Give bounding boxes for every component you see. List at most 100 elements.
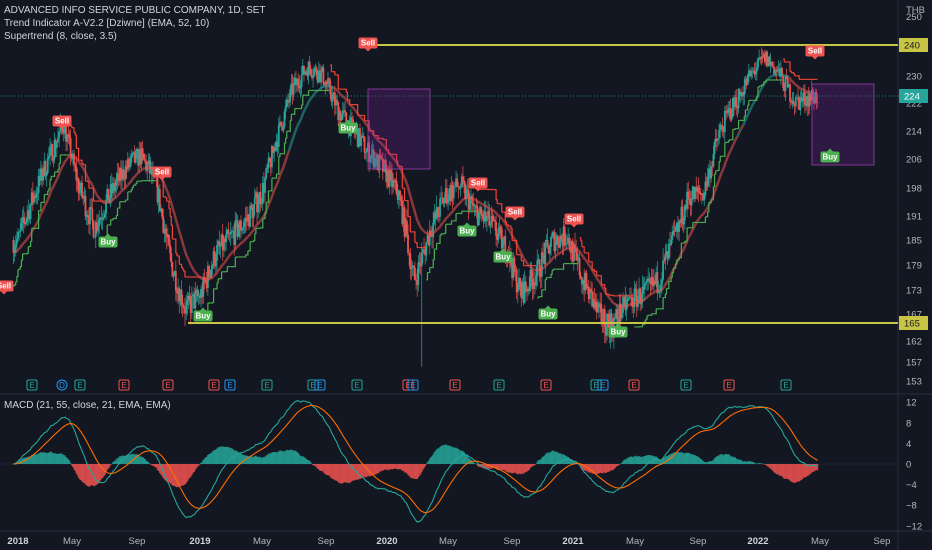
- trend-line-segment: [787, 76, 792, 80]
- candle-body: [479, 206, 481, 213]
- sell-signal-badge[interactable]: Sell: [805, 45, 825, 60]
- trend-line-segment: [209, 277, 212, 280]
- sell-signal-badge[interactable]: Sell: [358, 37, 378, 52]
- macd-histogram-bar: [772, 464, 774, 471]
- support-price-label[interactable]: 165: [904, 319, 920, 330]
- resistance-price-label[interactable]: 240: [904, 41, 920, 52]
- candle-body: [184, 308, 186, 314]
- macd-legend[interactable]: MACD (21, 55, close, 21, EMA, EMA): [4, 400, 171, 411]
- sell-signal-badge[interactable]: Sell: [152, 166, 172, 181]
- supertrend-segment: [59, 154, 61, 164]
- candle-body: [309, 68, 312, 76]
- buy-signal-badge[interactable]: Buy: [608, 323, 628, 338]
- earnings-event-marker[interactable]: E: [261, 379, 273, 391]
- candle-body: [669, 243, 671, 246]
- candle-body: [514, 269, 517, 272]
- earnings-event-marker[interactable]: D: [56, 379, 68, 391]
- macd-histogram-bar: [93, 464, 96, 487]
- macd-histogram-bar: [512, 464, 515, 473]
- macd-histogram-bar: [144, 459, 146, 464]
- earnings-event-marker[interactable]: E: [628, 379, 640, 391]
- macd-histogram-bar: [629, 456, 631, 464]
- macd-histogram-bar: [775, 464, 778, 474]
- macd-histogram-bar: [153, 464, 155, 467]
- buy-signal-badge[interactable]: Buy: [457, 222, 477, 237]
- trend-line-segment: [412, 207, 417, 213]
- candle-body: [224, 238, 226, 243]
- sell-signal-badge[interactable]: Sell: [564, 213, 584, 228]
- earnings-event-marker[interactable]: E: [118, 379, 130, 391]
- buy-signal-badge[interactable]: Buy: [193, 307, 213, 322]
- range-box-2019[interactable]: [367, 88, 431, 170]
- candle-body: [594, 301, 597, 309]
- macd-histogram-bar: [464, 453, 467, 464]
- earnings-event-marker[interactable]: E: [590, 379, 602, 391]
- last-price-label[interactable]: 224: [904, 92, 920, 103]
- sell-signal-badge[interactable]: Sell: [52, 115, 72, 130]
- trend-line-segment: [455, 204, 459, 208]
- trend-indicator-legend[interactable]: Trend Indicator A-V2.2 [Dziwne] (EMA, 52…: [4, 18, 210, 29]
- trend-line-segment: [781, 73, 784, 76]
- macd-histogram-bar: [143, 458, 145, 464]
- earnings-event-marker[interactable]: E: [493, 379, 505, 391]
- trend-line-segment: [163, 183, 167, 188]
- earnings-event-marker[interactable]: E: [314, 379, 326, 391]
- sell-signal-badge[interactable]: Sell: [505, 206, 525, 221]
- earnings-event-marker[interactable]: E: [351, 379, 363, 391]
- earnings-event-marker[interactable]: E: [449, 379, 461, 391]
- candle-body: [258, 191, 261, 205]
- range-box-2022[interactable]: [811, 83, 875, 166]
- symbol-legend[interactable]: ADVANCED INFO SERVICE PUBLIC COMPANY, 1D…: [4, 5, 266, 16]
- earnings-event-marker[interactable]: E: [680, 379, 692, 391]
- trend-line-segment: [645, 296, 648, 300]
- candle-body: [14, 244, 17, 248]
- trend-line-segment: [183, 250, 188, 255]
- trend-line-segment: [648, 293, 652, 297]
- sell-signal-badge[interactable]: Sell: [0, 280, 14, 295]
- candle-body: [714, 138, 717, 142]
- supertrend-segment: [175, 252, 178, 256]
- earnings-event-marker[interactable]: E: [74, 379, 86, 391]
- earnings-event-marker[interactable]: E: [540, 379, 552, 391]
- candle-body: [432, 222, 435, 238]
- buy-signal-badge[interactable]: Buy: [820, 148, 840, 163]
- macd-histogram-bar: [28, 456, 31, 464]
- buy-signal-badge[interactable]: Buy: [538, 305, 558, 320]
- trend-line-segment: [740, 124, 745, 128]
- candle-body: [339, 111, 342, 121]
- earnings-event-marker[interactable]: E: [26, 379, 38, 391]
- trend-line-segment: [230, 250, 234, 254]
- earnings-event-marker[interactable]: E: [597, 379, 609, 391]
- earnings-event-marker[interactable]: E: [780, 379, 792, 391]
- signal-pointer: [59, 126, 65, 130]
- candle-body: [712, 154, 715, 167]
- buy-signal-badge[interactable]: Buy: [338, 119, 358, 134]
- candle-body: [728, 108, 731, 110]
- earnings-event-marker[interactable]: E: [407, 379, 419, 391]
- earnings-event-marker[interactable]: E: [224, 379, 236, 391]
- candle-body: [655, 272, 658, 285]
- trend-line-segment: [506, 226, 510, 231]
- earnings-event-marker[interactable]: E: [162, 379, 174, 391]
- trend-line-segment: [218, 267, 222, 271]
- buy-signal-badge[interactable]: Buy: [493, 248, 513, 263]
- macd-histogram-bar: [335, 464, 337, 481]
- macd-histogram-bar: [627, 457, 630, 464]
- earnings-event-marker[interactable]: E: [723, 379, 735, 391]
- macd-histogram-bar: [290, 449, 293, 464]
- macd-histogram-bar: [574, 461, 576, 464]
- supertrend-legend[interactable]: Supertrend (8, close, 3.5): [4, 31, 117, 42]
- candle-body: [158, 189, 161, 212]
- earnings-icon: [407, 379, 419, 391]
- candle-body: [435, 207, 438, 219]
- buy-signal-badge[interactable]: Buy: [98, 233, 118, 248]
- candle-body: [696, 187, 699, 192]
- candle-body: [235, 220, 238, 222]
- macd-histogram-bar: [165, 464, 168, 482]
- earnings-event-marker[interactable]: E: [208, 379, 220, 391]
- sell-signal-badge[interactable]: Sell: [468, 177, 488, 192]
- trend-line-segment: [302, 108, 307, 113]
- trend-line-segment: [642, 298, 646, 302]
- earnings-event-marker[interactable]: E: [307, 379, 319, 391]
